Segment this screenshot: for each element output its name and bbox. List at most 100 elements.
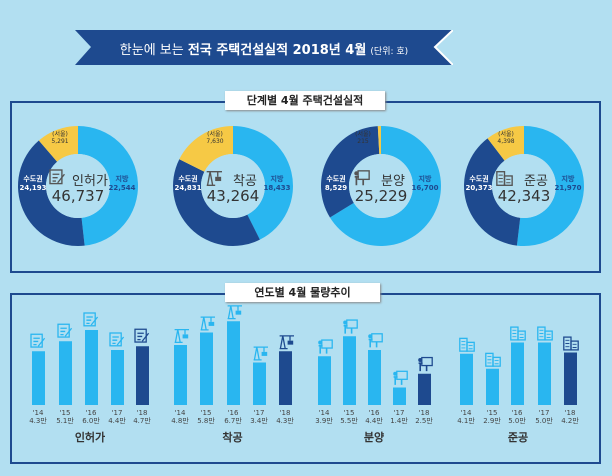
donut-local-segment — [329, 126, 442, 246]
bar — [174, 345, 187, 405]
bar — [85, 330, 98, 405]
bar-group-label: 준공 — [508, 431, 528, 444]
bar — [111, 350, 124, 405]
donut-stage-label: 착공 — [233, 174, 257, 189]
title-light: 한눈에 보는 — [119, 43, 188, 58]
donut-total: 43,264 — [207, 187, 260, 205]
capital-value: 24,193 — [19, 184, 46, 192]
bar — [200, 332, 213, 405]
bar-year-label: '15 — [487, 409, 498, 417]
bar-year-label: '16 — [86, 409, 97, 417]
bar — [318, 356, 331, 405]
local-label: 지방 — [116, 174, 129, 183]
bar — [343, 336, 356, 405]
bar-value-label: 2.9만 — [483, 416, 501, 425]
presentation-icon — [418, 356, 433, 372]
bar-value-label: 5.8만 — [197, 416, 215, 425]
bar-year-label: '17 — [539, 409, 550, 417]
bar-year-label: '16 — [512, 409, 523, 417]
building-icon — [537, 326, 553, 341]
document-pen-icon — [30, 333, 46, 348]
presentation-icon — [318, 339, 333, 354]
donut-local-segment — [78, 126, 139, 246]
crane-icon — [200, 316, 216, 331]
local-value: 22,544 — [108, 184, 135, 192]
bar-year-label: '17 — [112, 409, 123, 417]
title-bold: 전국 주택건설실적 2018년 4월 — [187, 43, 367, 58]
building-icon — [485, 352, 501, 367]
seoul-label: (서울) — [207, 130, 223, 138]
crane-icon — [227, 305, 243, 320]
bar — [32, 351, 45, 405]
crane-icon — [206, 171, 223, 186]
crane-icon — [174, 328, 190, 344]
bar-value-label: 4.2만 — [561, 416, 579, 425]
local-value: 21,970 — [554, 184, 581, 192]
bar-value-label: 5.0만 — [535, 416, 553, 425]
bar-year-label: '18 — [565, 409, 576, 417]
bar-year-label: '14 — [175, 409, 186, 417]
donut-stage-label: 인허가 — [72, 174, 108, 189]
bar — [368, 350, 381, 405]
capital-value: 20,373 — [465, 184, 492, 192]
bar-value-label: 6.7만 — [224, 416, 242, 425]
bar-year-label: '18 — [280, 409, 291, 417]
donut-hole — [349, 154, 413, 218]
bar-value-label: 5.0만 — [508, 416, 526, 425]
stage-section-title: 단계별 4월 주택건설실적 — [225, 91, 385, 110]
title-banner: 한눈에 보는 전국 주택건설실적 2018년 4월 (단위: 호) — [75, 30, 453, 65]
capital-value: 24,831 — [174, 184, 201, 192]
capital-label: 수도권 — [178, 174, 197, 183]
bar-year-label: '17 — [254, 409, 265, 417]
bar-year-label: '15 — [201, 409, 212, 417]
donut-seoul-segment — [179, 126, 233, 172]
bar-year-label: '17 — [394, 409, 405, 417]
bar-value-label: 4.1만 — [457, 416, 475, 425]
seoul-value: 4,398 — [497, 138, 514, 145]
seoul-label: (서울) — [498, 130, 514, 138]
unit-label: (단위: 호) — [370, 47, 409, 57]
seoul-value: 7,630 — [206, 138, 223, 145]
donut-total: 46,737 — [52, 187, 105, 205]
donut-capital-segment — [464, 138, 521, 246]
presentation-icon — [343, 319, 358, 334]
bar — [227, 321, 240, 405]
bar-year-label: '15 — [60, 409, 71, 417]
bar-year-label: '14 — [461, 409, 472, 417]
document-pen-icon — [134, 328, 150, 343]
bar — [486, 368, 499, 405]
building-icon — [563, 336, 579, 351]
document-pen-icon — [109, 332, 125, 347]
bar-value-label: 4.4만 — [108, 416, 126, 425]
donut-capital-segment — [172, 159, 260, 247]
crane-icon — [253, 346, 269, 361]
bar-year-label: '18 — [419, 409, 430, 417]
bar-value-label: 2.5만 — [415, 416, 433, 425]
seoul-label: (서울) — [355, 130, 371, 138]
building-icon — [459, 337, 475, 352]
bar-year-label: '14 — [319, 409, 330, 417]
bar-value-label: 6.0만 — [82, 416, 100, 425]
presentation-icon — [354, 170, 370, 186]
bar-group-label: 착공 — [222, 430, 242, 444]
bar — [393, 387, 406, 405]
bar — [136, 346, 149, 405]
document-pen-icon — [57, 323, 73, 338]
bar-year-label: '15 — [344, 409, 355, 417]
bar-value-label: 3.9만 — [315, 416, 333, 425]
bar — [253, 362, 266, 405]
bar — [418, 373, 431, 405]
building-icon — [510, 326, 526, 341]
donut-hole — [201, 154, 265, 218]
capital-label: 수도권 — [469, 174, 488, 183]
donut-seoul-segment — [38, 126, 78, 162]
bar — [460, 353, 473, 405]
seoul-value: 215 — [357, 138, 369, 145]
bar-value-label: 3.4만 — [250, 416, 268, 425]
ribbon-shape — [75, 30, 453, 65]
bar-value-label: 5.1만 — [56, 416, 74, 425]
bar — [564, 352, 577, 405]
bar-value-label: 1.4만 — [390, 416, 408, 425]
bar-value-label: 4.3만 — [29, 416, 47, 425]
